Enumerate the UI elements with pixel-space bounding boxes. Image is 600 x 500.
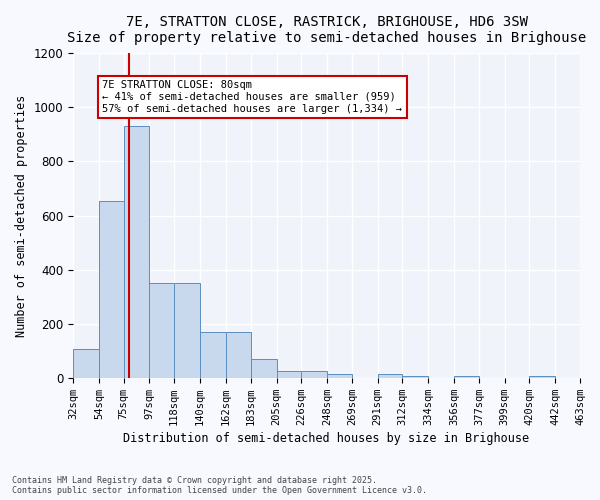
Bar xyxy=(454,376,479,378)
Bar xyxy=(174,283,200,378)
Bar xyxy=(73,350,99,378)
Bar xyxy=(200,332,226,378)
Bar xyxy=(301,371,327,378)
Bar xyxy=(277,371,301,378)
X-axis label: Distribution of semi-detached houses by size in Brighouse: Distribution of semi-detached houses by … xyxy=(124,432,530,445)
Y-axis label: Number of semi-detached properties: Number of semi-detached properties xyxy=(15,94,28,336)
Bar xyxy=(377,374,403,378)
Bar xyxy=(403,376,428,378)
Bar xyxy=(529,376,555,378)
Bar xyxy=(251,359,277,378)
Bar xyxy=(327,374,352,378)
Text: Contains HM Land Registry data © Crown copyright and database right 2025.
Contai: Contains HM Land Registry data © Crown c… xyxy=(12,476,427,495)
Title: 7E, STRATTON CLOSE, RASTRICK, BRIGHOUSE, HD6 3SW
Size of property relative to se: 7E, STRATTON CLOSE, RASTRICK, BRIGHOUSE,… xyxy=(67,15,586,45)
Bar xyxy=(124,126,149,378)
Bar xyxy=(99,200,124,378)
Bar xyxy=(149,283,174,378)
Text: 7E STRATTON CLOSE: 80sqm
← 41% of semi-detached houses are smaller (959)
57% of : 7E STRATTON CLOSE: 80sqm ← 41% of semi-d… xyxy=(103,80,403,114)
Bar xyxy=(226,332,251,378)
